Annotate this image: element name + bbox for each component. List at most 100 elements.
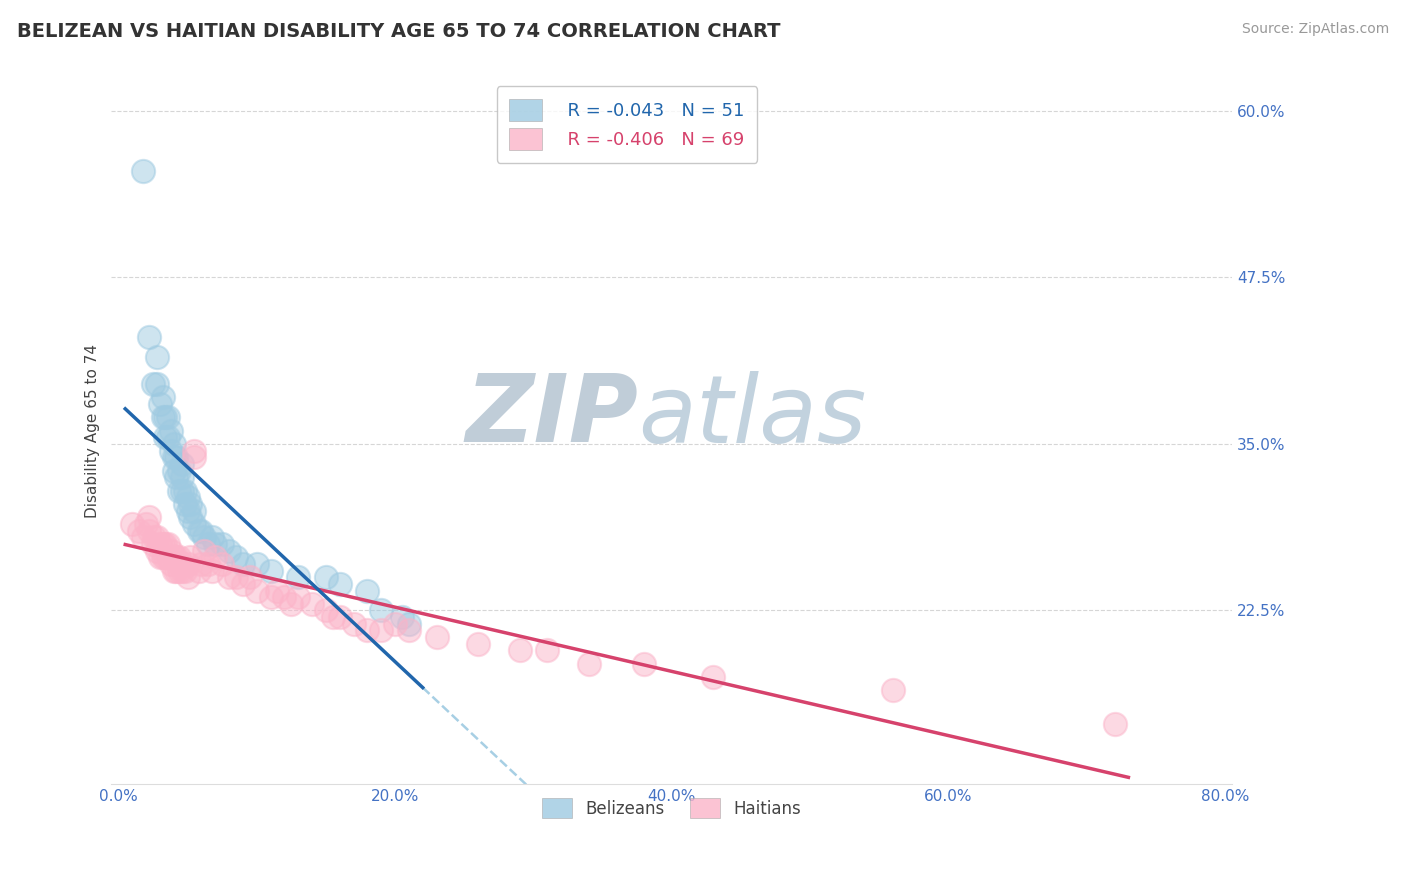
Point (329, 577, 352, 591)
Point (266, 583, 288, 598)
Y-axis label: Disability Age 65 to 74: Disability Age 65 to 74 (86, 343, 100, 517)
Point (287, 570, 309, 584)
Point (179, 497, 201, 511)
Point (155, 430, 177, 444)
Point (232, 577, 254, 591)
Point (173, 497, 195, 511)
Point (160, 443, 183, 458)
Point (398, 624, 420, 638)
Point (315, 603, 337, 617)
Point (273, 590, 295, 604)
Point (155, 550, 177, 565)
Point (167, 464, 190, 478)
Point (197, 557, 219, 571)
Point (152, 537, 174, 551)
Point (211, 557, 233, 571)
Point (176, 570, 198, 584)
Point (142, 537, 165, 551)
Point (246, 583, 269, 598)
Point (155, 410, 177, 425)
Point (157, 430, 180, 444)
Text: atlas: atlas (638, 371, 866, 462)
Point (146, 543, 169, 558)
Point (173, 483, 195, 498)
Point (165, 564, 187, 578)
Point (391, 610, 413, 624)
Point (165, 470, 187, 484)
Point (384, 616, 406, 631)
Point (165, 450, 187, 465)
Point (218, 570, 240, 584)
Point (149, 550, 172, 565)
Point (190, 557, 212, 571)
Point (176, 490, 198, 504)
Point (163, 450, 186, 465)
Point (167, 483, 190, 498)
Point (329, 610, 352, 624)
Point (509, 643, 531, 657)
Point (155, 537, 177, 551)
Point (152, 550, 174, 565)
Point (246, 557, 269, 571)
Point (179, 510, 201, 524)
Point (163, 464, 186, 478)
Point (157, 410, 180, 425)
Point (218, 543, 240, 558)
Point (146, 376, 169, 391)
Point (287, 590, 309, 604)
Point (152, 410, 174, 425)
Point (163, 564, 186, 578)
Text: ZIP: ZIP (465, 370, 638, 462)
Point (1104, 716, 1126, 731)
Point (193, 530, 215, 544)
Point (193, 543, 215, 558)
Point (170, 557, 193, 571)
Point (882, 683, 904, 698)
Point (183, 516, 205, 531)
Point (225, 570, 247, 584)
Point (149, 397, 172, 411)
Point (280, 597, 302, 611)
Point (322, 610, 344, 624)
Point (160, 557, 183, 571)
Point (132, 530, 155, 544)
Point (232, 557, 254, 571)
Point (132, 163, 155, 178)
Point (176, 503, 198, 517)
Point (426, 630, 449, 644)
Point (702, 670, 724, 684)
Point (170, 483, 193, 498)
Point (201, 564, 224, 578)
Point (356, 583, 378, 598)
Point (143, 530, 166, 544)
Point (187, 524, 209, 538)
Point (146, 530, 169, 544)
Point (536, 643, 558, 657)
Point (157, 550, 180, 565)
Point (146, 351, 169, 365)
Point (170, 470, 193, 484)
Text: BELIZEAN VS HAITIAN DISABILITY AGE 65 TO 74 CORRELATION CHART: BELIZEAN VS HAITIAN DISABILITY AGE 65 TO… (17, 22, 780, 41)
Point (183, 503, 205, 517)
Point (138, 510, 160, 524)
Point (259, 564, 281, 578)
Point (183, 443, 205, 458)
Point (160, 424, 183, 438)
Point (578, 657, 600, 671)
Point (167, 550, 190, 565)
Point (204, 537, 226, 551)
Point (201, 530, 224, 544)
Point (170, 564, 193, 578)
Point (356, 624, 378, 638)
Point (149, 537, 172, 551)
Point (342, 616, 364, 631)
Point (197, 537, 219, 551)
Point (211, 537, 233, 551)
Point (239, 570, 262, 584)
Point (142, 376, 165, 391)
Point (128, 524, 150, 538)
Point (160, 543, 183, 558)
Point (157, 537, 180, 551)
Point (152, 390, 174, 404)
Point (315, 570, 337, 584)
